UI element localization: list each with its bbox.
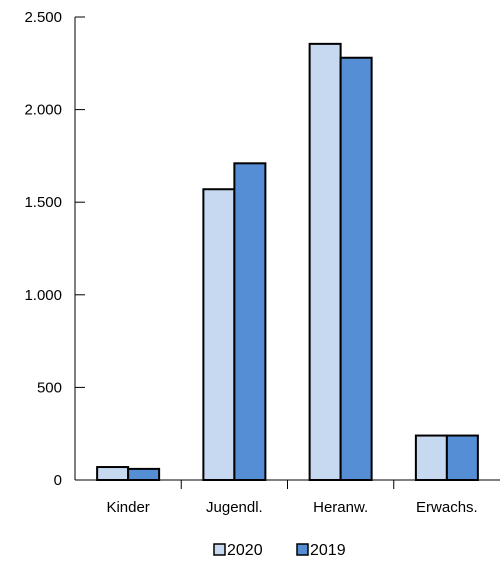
bar-2019-jugendl <box>233 162 267 481</box>
y-tick-label: 500 <box>37 379 62 396</box>
bar-2019-kinder <box>127 467 161 482</box>
x-axis: Kinder Jugendl. Heranw. Erwachs. <box>75 479 500 516</box>
bar-2019-erwachs <box>445 434 479 481</box>
bar-2019-heranw <box>339 56 373 482</box>
legend-swatch-2019 <box>296 543 309 556</box>
y-tick-label: 2.000 <box>24 102 62 119</box>
bars <box>96 42 479 482</box>
bar-2020-jugendl <box>202 188 236 481</box>
legend: 2020 2019 <box>213 542 346 559</box>
y-tick-label: 1.500 <box>24 194 62 211</box>
y-tick-label: 0 <box>54 472 62 489</box>
bar-2020-erwachs <box>414 434 448 481</box>
x-tick-label: Kinder <box>106 499 149 516</box>
legend-label-2020: 2020 <box>227 542 263 559</box>
y-tick-label: 2.500 <box>24 9 62 26</box>
y-axis: 0 500 1.000 1.500 2.000 2.500 <box>24 9 85 489</box>
y-tick-label: 1.000 <box>24 287 62 304</box>
bar-2020-heranw <box>308 42 342 481</box>
x-tick-label: Erwachs. <box>416 499 478 516</box>
bar-2020-kinder <box>96 466 130 482</box>
x-tick-label: Heranw. <box>313 499 368 516</box>
legend-swatch-2020 <box>213 543 226 556</box>
legend-label-2019: 2019 <box>310 542 346 559</box>
x-tick-label: Jugendl. <box>206 499 263 516</box>
